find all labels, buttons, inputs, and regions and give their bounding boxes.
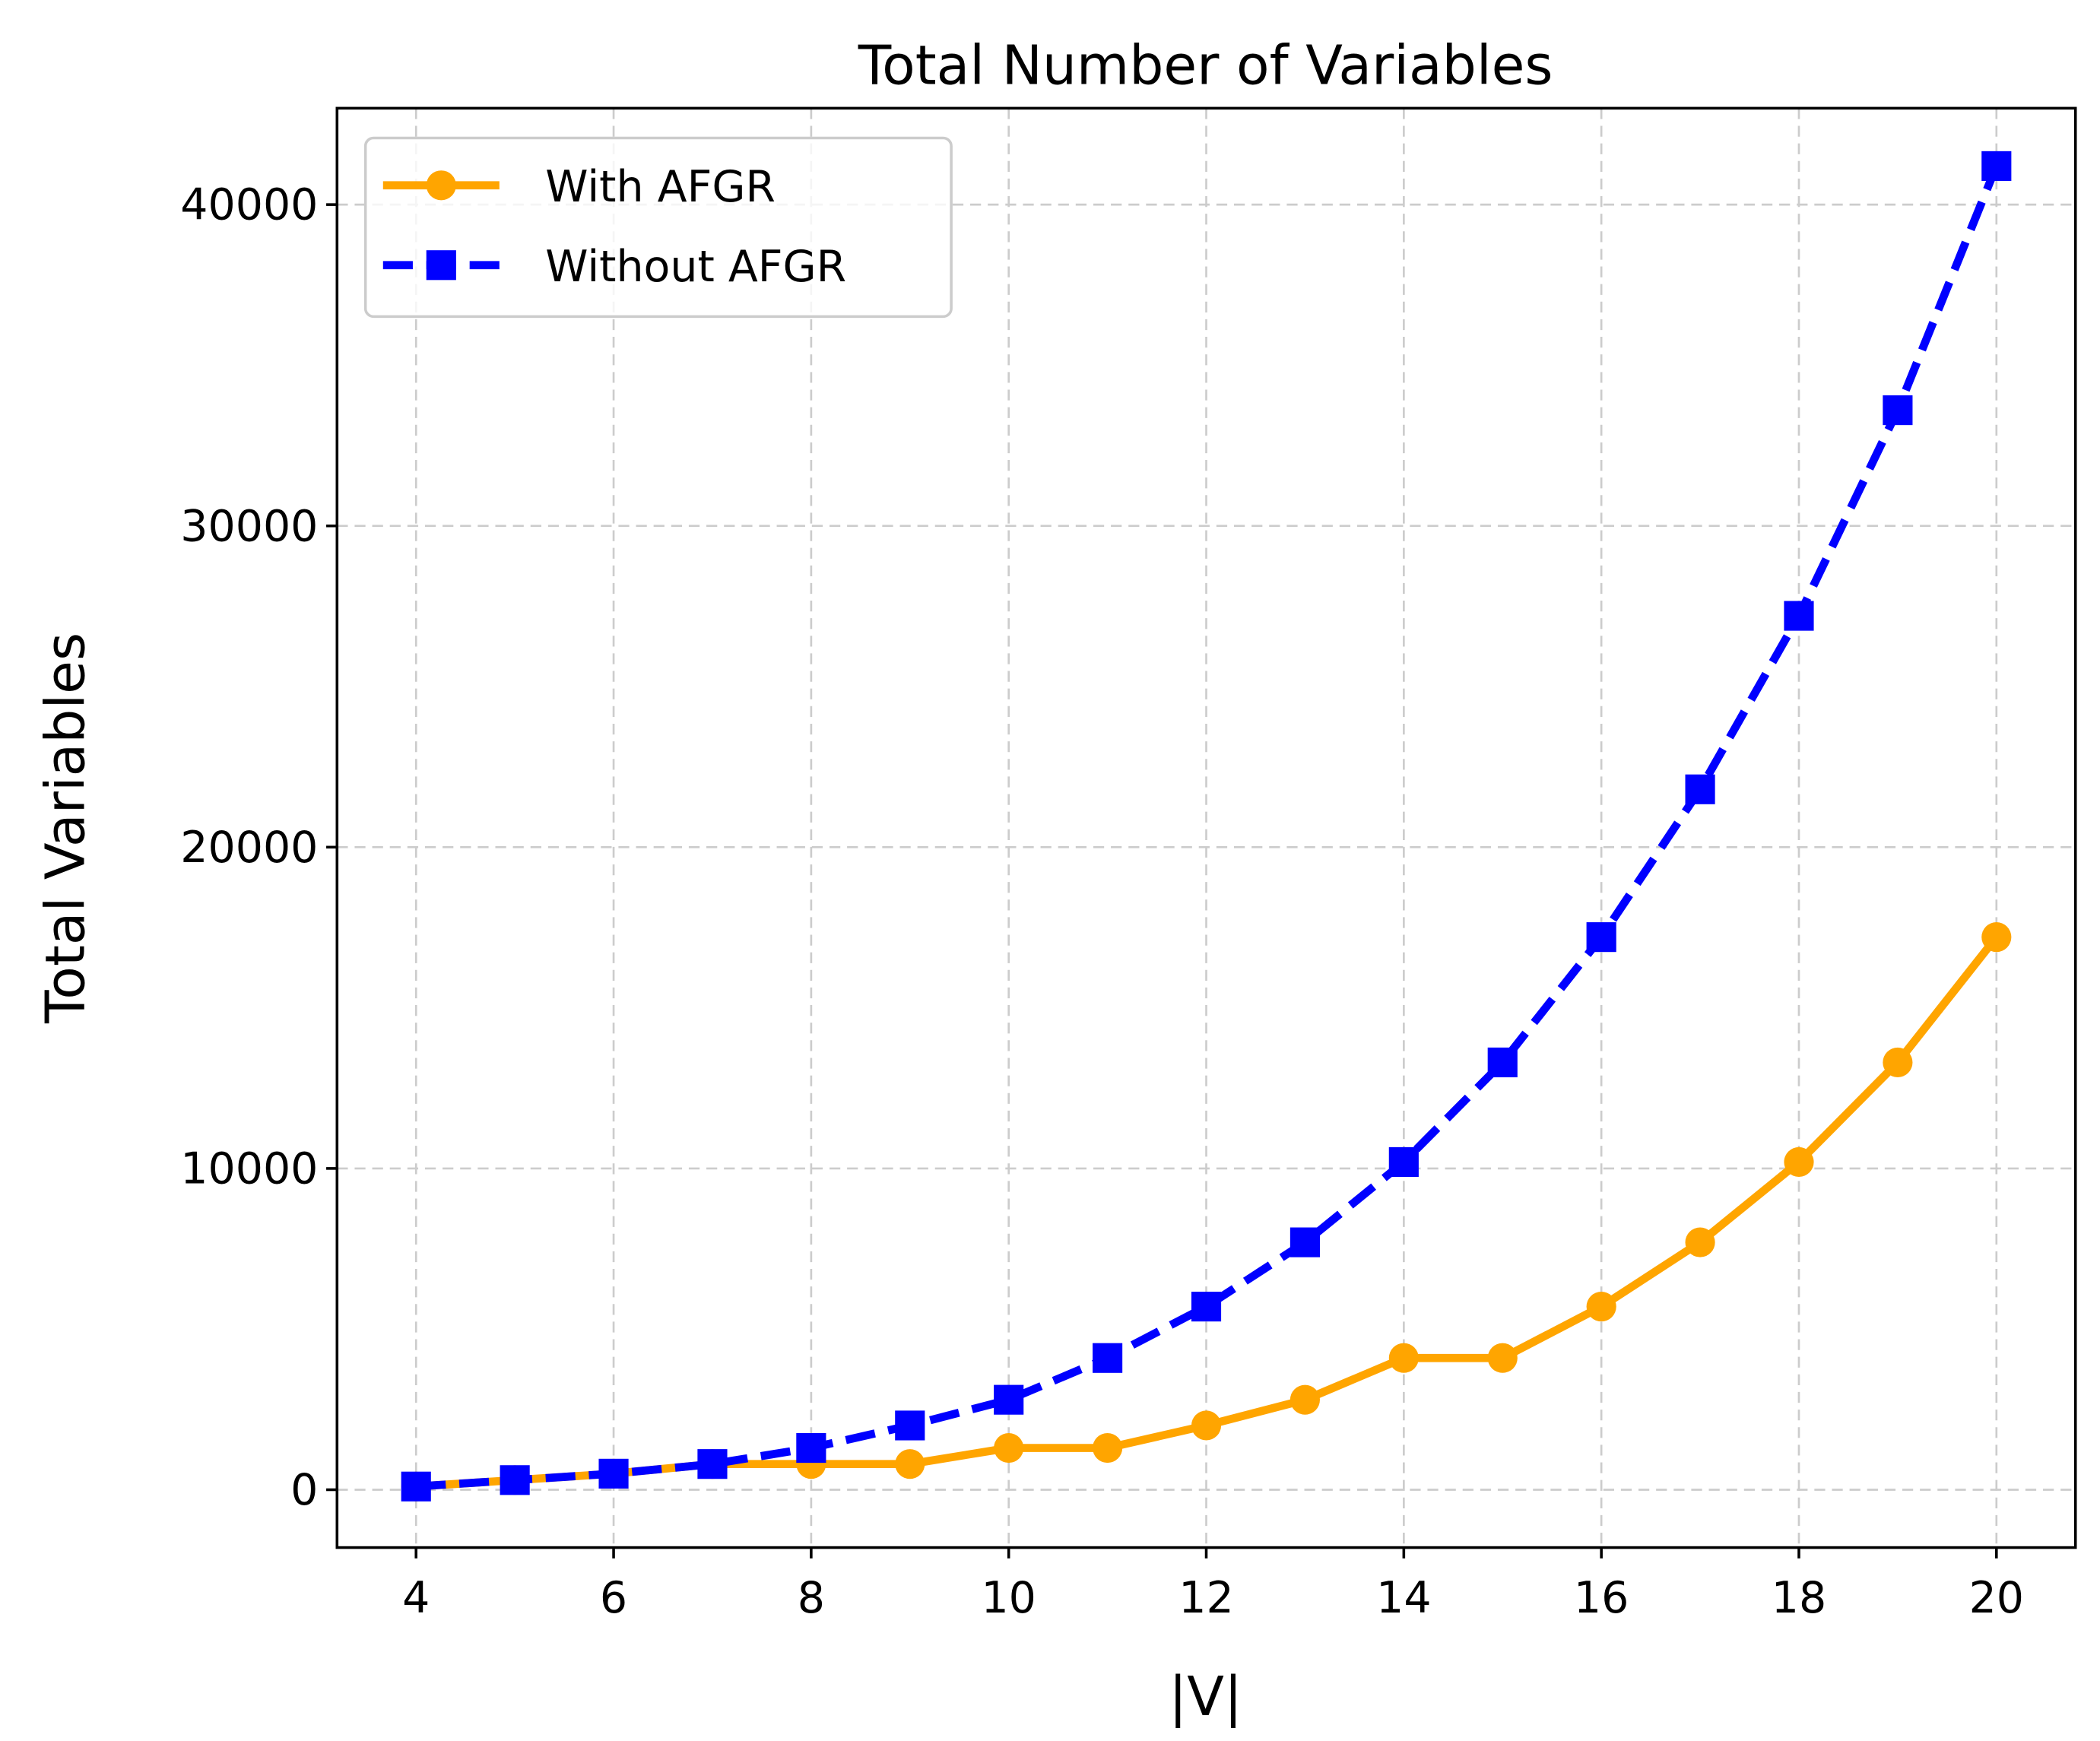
x-tick-label: 14 bbox=[1376, 1573, 1431, 1623]
x-axis-label: |V| bbox=[1169, 1665, 1242, 1729]
data-point-square bbox=[1388, 1146, 1419, 1178]
data-point-square bbox=[500, 1465, 530, 1495]
data-point-square bbox=[796, 1432, 826, 1464]
y-axis-label: Total Variables bbox=[34, 633, 97, 1024]
data-point-circle bbox=[1093, 1432, 1123, 1464]
data-point-circle bbox=[1586, 1292, 1616, 1322]
x-tick-label: 10 bbox=[981, 1573, 1036, 1623]
y-tick-label: 10000 bbox=[180, 1143, 318, 1194]
chart-title: Total Number of Variables bbox=[858, 33, 1553, 97]
grid bbox=[337, 108, 2076, 1548]
legend-label-without-afgr: Without AFGR bbox=[545, 242, 846, 292]
data-point-square bbox=[1191, 1292, 1222, 1322]
data-point-square bbox=[1290, 1227, 1320, 1257]
y-tick-label: 20000 bbox=[180, 823, 318, 873]
y-tick-label: 30000 bbox=[180, 501, 318, 551]
ticks: 4 6 8 10 12 14 16 18 20 0 10000 20000 30000 40000 bbox=[180, 180, 2024, 1623]
data-point-circle bbox=[994, 1432, 1024, 1464]
data-point-square bbox=[1883, 395, 1913, 426]
x-tick-label: 18 bbox=[1772, 1573, 1826, 1623]
data-point-circle bbox=[1487, 1343, 1518, 1373]
data-point-circle bbox=[1981, 922, 2012, 953]
x-tick-label: 6 bbox=[600, 1573, 627, 1623]
legend-square-marker bbox=[426, 250, 456, 281]
x-tick-label: 20 bbox=[1969, 1573, 2024, 1623]
y-tick-label: 0 bbox=[290, 1465, 318, 1515]
data-point-square bbox=[1093, 1343, 1123, 1373]
x-tick-label: 8 bbox=[798, 1573, 825, 1623]
x-tick-label: 4 bbox=[402, 1573, 430, 1623]
data-point-square bbox=[697, 1449, 728, 1479]
data-point-circle bbox=[1685, 1227, 1715, 1257]
data-point-square bbox=[1784, 601, 1814, 631]
data-point-square bbox=[1981, 151, 2012, 181]
data-point-circle bbox=[895, 1449, 925, 1479]
series-line-0 bbox=[415, 934, 2000, 1491]
data-point-circle bbox=[1388, 1343, 1419, 1373]
data-point-circle bbox=[1784, 1146, 1814, 1178]
data-point-square bbox=[994, 1384, 1024, 1415]
y-tick-label: 40000 bbox=[180, 180, 318, 230]
data-point-square bbox=[401, 1471, 431, 1502]
legend-circle-marker bbox=[426, 170, 456, 201]
x-tick-label: 12 bbox=[1178, 1573, 1233, 1623]
data-point-circle bbox=[1883, 1047, 1913, 1078]
data-point-square bbox=[895, 1410, 925, 1441]
data-point-circle bbox=[1290, 1384, 1320, 1415]
data-point-square bbox=[598, 1458, 629, 1489]
data-point-square bbox=[1487, 1047, 1518, 1078]
data-point-square bbox=[1685, 774, 1715, 804]
series-line-1 bbox=[415, 164, 2000, 1491]
x-tick-label: 16 bbox=[1574, 1573, 1629, 1623]
legend-label-with-afgr: With AFGR bbox=[545, 162, 776, 212]
legend: With AFGR Without AFGR bbox=[363, 136, 953, 319]
series-layer bbox=[401, 151, 2012, 1502]
data-point-square bbox=[1586, 922, 1616, 953]
data-point-circle bbox=[1191, 1410, 1222, 1441]
